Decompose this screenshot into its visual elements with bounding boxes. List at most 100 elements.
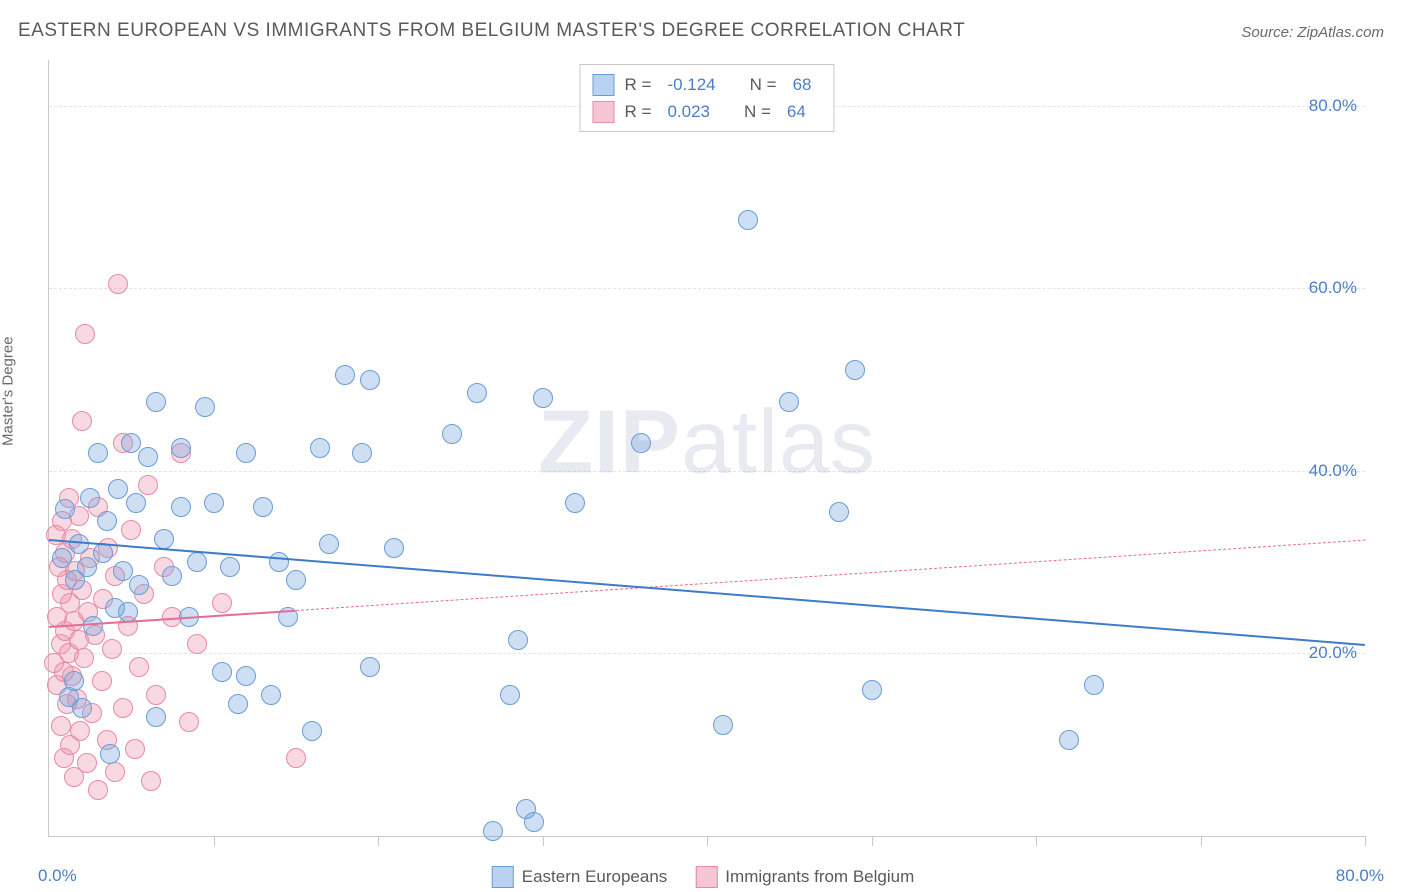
scatter-point-pink (92, 671, 112, 691)
swatch-pink (593, 101, 615, 123)
x-tick (1201, 836, 1202, 846)
scatter-point-blue (467, 383, 487, 403)
scatter-point-blue (565, 493, 585, 513)
scatter-point-pink (121, 520, 141, 540)
scatter-point-blue (204, 493, 224, 513)
scatter-point-blue (171, 497, 191, 517)
scatter-point-blue (352, 443, 372, 463)
scatter-point-pink (102, 639, 122, 659)
scatter-point-blue (93, 543, 113, 563)
swatch-blue (593, 74, 615, 96)
scatter-point-pink (72, 411, 92, 431)
scatter-point-blue (88, 443, 108, 463)
r-label: R = (625, 71, 652, 98)
scatter-point-pink (125, 739, 145, 759)
stats-row-blue: R = -0.124 N = 68 (593, 71, 818, 98)
chart-title: EASTERN EUROPEAN VS IMMIGRANTS FROM BELG… (18, 20, 965, 42)
x-tick (707, 836, 708, 846)
scatter-point-blue (52, 548, 72, 568)
x-tick (1365, 836, 1366, 846)
scatter-point-blue (360, 370, 380, 390)
scatter-point-blue (236, 666, 256, 686)
scatter-point-pink (286, 748, 306, 768)
scatter-point-blue (319, 534, 339, 554)
scatter-point-blue (845, 360, 865, 380)
legend-swatch-blue (492, 866, 514, 888)
scatter-point-blue (738, 210, 758, 230)
n-value-pink: 64 (781, 98, 812, 125)
scatter-point-blue (335, 365, 355, 385)
scatter-point-blue (384, 538, 404, 558)
scatter-point-blue (1059, 730, 1079, 750)
legend-swatch-pink (695, 866, 717, 888)
scatter-point-blue (187, 552, 207, 572)
scatter-point-blue (524, 812, 544, 832)
scatter-point-blue (162, 566, 182, 586)
scatter-point-pink (75, 324, 95, 344)
scatter-point-blue (64, 671, 84, 691)
scatter-point-blue (121, 433, 141, 453)
bottom-legend: Eastern Europeans Immigrants from Belgiu… (492, 866, 914, 888)
scatter-point-blue (253, 497, 273, 517)
correlation-stats-box: R = -0.124 N = 68 R = 0.023 N = 64 (580, 64, 835, 132)
scatter-point-pink (70, 721, 90, 741)
source-prefix: Source: (1241, 24, 1297, 41)
scatter-point-blue (97, 511, 117, 531)
legend-label-blue: Eastern Europeans (522, 867, 668, 887)
scatter-point-blue (862, 680, 882, 700)
scatter-point-blue (1084, 675, 1104, 695)
scatter-point-blue (236, 443, 256, 463)
scatter-point-blue (212, 662, 232, 682)
r-value-pink: 0.023 (661, 98, 716, 125)
scatter-point-blue (286, 570, 306, 590)
scatter-point-blue (100, 744, 120, 764)
scatter-point-blue (228, 694, 248, 714)
scatter-point-pink (108, 274, 128, 294)
y-tick-label: 20.0% (1309, 643, 1357, 663)
scatter-point-blue (631, 433, 651, 453)
scatter-point-pink (212, 593, 232, 613)
gridline (49, 288, 1365, 289)
n-value-blue: 68 (787, 71, 818, 98)
scatter-point-pink (179, 712, 199, 732)
scatter-point-blue (508, 630, 528, 650)
scatter-point-pink (113, 698, 133, 718)
scatter-point-blue (483, 821, 503, 841)
scatter-point-blue (80, 488, 100, 508)
y-tick-label: 60.0% (1309, 278, 1357, 298)
scatter-point-blue (55, 499, 75, 519)
scatter-point-blue (442, 424, 462, 444)
x-axis-min-label: 0.0% (38, 866, 77, 886)
r-value-blue: -0.124 (661, 71, 721, 98)
scatter-point-pink (141, 771, 161, 791)
gridline (49, 471, 1365, 472)
x-tick (214, 836, 215, 846)
stats-row-pink: R = 0.023 N = 64 (593, 98, 818, 125)
scatter-point-blue (302, 721, 322, 741)
trend-line-solid (49, 539, 1365, 646)
watermark: ZIPatlas (538, 391, 876, 494)
scatter-point-pink (51, 716, 71, 736)
scatter-point-blue (146, 707, 166, 727)
scatter-point-blue (360, 657, 380, 677)
scatter-point-blue (500, 685, 520, 705)
scatter-point-blue (129, 575, 149, 595)
scatter-point-blue (77, 557, 97, 577)
scatter-point-blue (154, 529, 174, 549)
trend-line-dashed (296, 539, 1365, 610)
scatter-point-pink (88, 780, 108, 800)
x-tick (543, 836, 544, 846)
scatter-point-blue (195, 397, 215, 417)
watermark-strong: ZIP (538, 392, 681, 492)
scatter-point-blue (261, 685, 281, 705)
legend-label-pink: Immigrants from Belgium (725, 867, 914, 887)
x-tick (378, 836, 379, 846)
source-name: ZipAtlas.com (1297, 24, 1384, 41)
y-tick-label: 80.0% (1309, 96, 1357, 116)
watermark-light: atlas (681, 392, 876, 492)
scatter-point-blue (220, 557, 240, 577)
scatter-point-blue (146, 392, 166, 412)
x-tick (1036, 836, 1037, 846)
scatter-point-blue (269, 552, 289, 572)
scatter-point-blue (108, 479, 128, 499)
